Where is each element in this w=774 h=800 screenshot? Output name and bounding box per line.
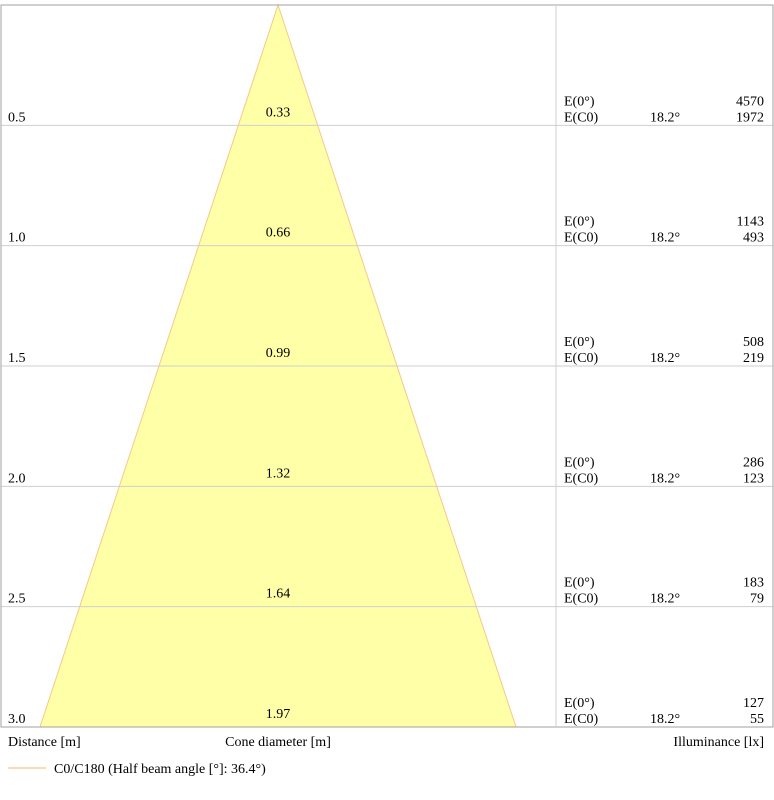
cone-diameter-value: 1.97: [266, 707, 291, 722]
distance-tick-label: 0.5: [8, 110, 26, 125]
illuminance-e0-value: 127: [743, 696, 764, 711]
cone-diameter-value: 1.32: [266, 466, 291, 481]
cone-diameter-label: Cone diameter [m]: [225, 735, 331, 750]
cone-diameter-value: 1.64: [266, 587, 291, 602]
illuminance-e0-value: 1143: [737, 215, 764, 230]
x-axis-label: Distance [m]: [8, 735, 81, 750]
illuminance-ec0-value: 1972: [736, 110, 764, 125]
illuminance-e0-label: E(0°): [564, 94, 595, 109]
chart-frame: [0, 4, 774, 728]
distance-tick-label: 3.0: [8, 712, 26, 727]
illuminance-ec0-label: E(C0): [564, 471, 599, 486]
illuminance-e0-value: 183: [743, 576, 764, 591]
distance-tick-label: 1.0: [8, 231, 26, 246]
illuminance-ec0-label: E(C0): [564, 231, 599, 246]
half-beam-angle-value: 18.2°: [650, 592, 680, 607]
illuminance-e0-label: E(0°): [564, 455, 595, 470]
distance-tick-label: 2.5: [8, 592, 26, 607]
distance-tick-label: 2.0: [8, 471, 26, 486]
illuminance-label: Illuminance [lx]: [673, 735, 764, 750]
illuminance-e0-value: 4570: [736, 94, 764, 109]
illuminance-ec0-label: E(C0): [564, 712, 599, 727]
cone-diameter-value: 0.33: [266, 105, 291, 120]
frame-layer: [0, 4, 774, 728]
illuminance-ec0-value: 79: [750, 592, 764, 607]
illuminance-ec0-label: E(C0): [564, 110, 599, 125]
half-beam-angle-value: 18.2°: [650, 231, 680, 246]
illuminance-ec0-value: 55: [750, 712, 764, 727]
half-beam-angle-value: 18.2°: [650, 110, 680, 125]
grid-layer: [1, 124, 773, 608]
illuminance-ec0-value: 493: [743, 231, 764, 246]
illuminance-ec0-label: E(C0): [564, 592, 599, 607]
distance-tick-label: 1.5: [8, 351, 26, 366]
illuminance-e0-value: 508: [743, 335, 764, 350]
illuminance-e0-label: E(0°): [564, 215, 595, 230]
cone-diameter-value: 0.66: [266, 226, 291, 241]
half-beam-angle-value: 18.2°: [650, 351, 680, 366]
half-beam-angle-value: 18.2°: [650, 471, 680, 486]
illuminance-ec0-value: 219: [743, 351, 764, 366]
illuminance-ec0-value: 123: [743, 471, 764, 486]
illuminance-e0-label: E(0°): [564, 335, 595, 350]
illuminance-e0-value: 286: [743, 455, 764, 470]
legend-entry: C0/C180 (Half beam angle [°]: 36.4°): [54, 762, 266, 777]
illuminance-e0-label: E(0°): [564, 696, 595, 711]
half-beam-angle-value: 18.2°: [650, 712, 680, 727]
label-layer: 0.5 0.33 E(0°) 4570 E(C0) 18.2° 1972 1.0 0.66 E(0…: [8, 94, 764, 727]
illuminance-e0-label: E(0°): [564, 576, 595, 591]
illuminance-ec0-label: E(C0): [564, 351, 599, 366]
cone-diameter-value: 0.99: [266, 346, 291, 361]
